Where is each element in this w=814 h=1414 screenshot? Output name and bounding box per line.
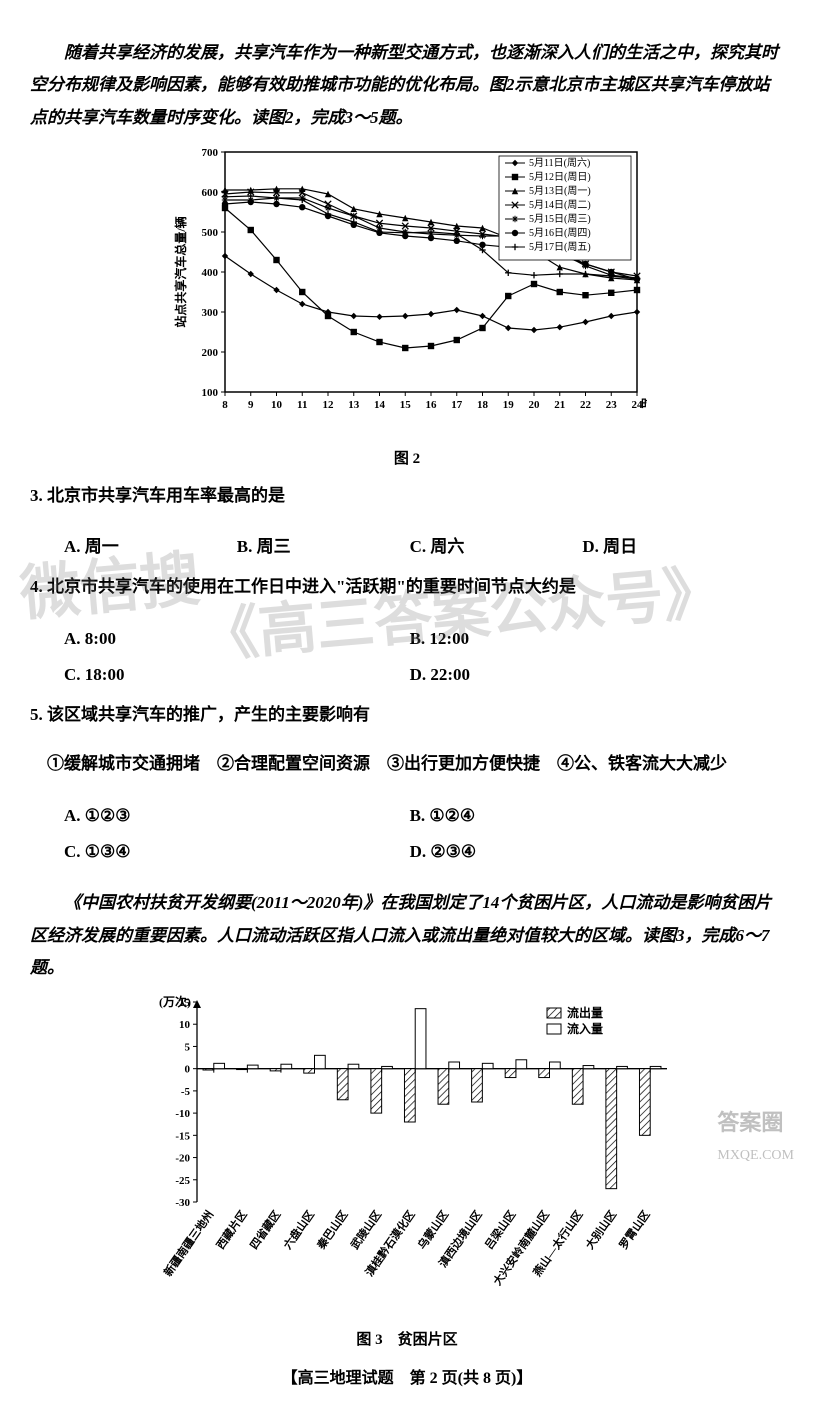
svg-text:0: 0 [185,1064,191,1076]
option-5C[interactable]: C. ①③④ [64,834,410,870]
question-5-items: ①缓解城市交通拥堵 ②合理配置空间资源 ③出行更加方便快捷 ④公、铁客流大大减少 [30,748,784,780]
svg-text:-20: -20 [175,1153,190,1165]
svg-text:秦巴山区: 秦巴山区 [313,1208,350,1253]
svg-text:-15: -15 [175,1131,190,1143]
svg-text:时间/时: 时间/时 [641,396,647,411]
svg-text:700: 700 [202,147,219,159]
svg-text:流入量: 流入量 [567,1021,603,1036]
option-5B[interactable]: B. ①②④ [410,798,756,834]
question-4-options: A. 8:00 B. 12:00 C. 18:00 D. 22:00 [30,621,784,694]
question-3-stem: 3. 北京市共享汽车用车率最高的是 [30,480,784,512]
svg-text:11: 11 [297,399,307,411]
option-4D[interactable]: D. 22:00 [410,657,756,693]
question-3-options: A. 周一 B. 周三 C. 周六 D. 周日 [30,529,784,565]
svg-text:5: 5 [185,1042,191,1054]
svg-text:14: 14 [374,399,386,411]
svg-text:9: 9 [248,399,254,411]
svg-text:吕梁山区: 吕梁山区 [482,1208,519,1252]
svg-text:5月13日(周一): 5月13日(周一) [529,185,591,197]
option-4A[interactable]: A. 8:00 [64,621,410,657]
svg-text:-10: -10 [175,1108,190,1120]
svg-text:5月17日(周五): 5月17日(周五) [529,241,591,253]
figure-3-chart: 151050-5-10-15-20-25-30(万次)新疆南疆三地州西藏片区四省… [127,992,687,1312]
svg-text:10: 10 [271,399,283,411]
option-4C[interactable]: C. 18:00 [64,657,410,693]
svg-text:300: 300 [202,307,219,319]
svg-text:16: 16 [426,399,438,411]
page-footer: 【高三地理试题 第 2 页(共 8 页)】 [30,1364,784,1394]
svg-text:新疆南疆三地州: 新疆南疆三地州 [161,1208,217,1279]
svg-text:500: 500 [202,227,219,239]
svg-text:-5: -5 [181,1086,191,1098]
svg-text:武陵山区: 武陵山区 [347,1208,384,1252]
svg-text:600: 600 [202,187,219,199]
svg-text:100: 100 [202,387,219,399]
passage-intro-1: 随着共享经济的发展，共享汽车作为一种新型交通方式，也逐渐深入人们的生活之中，探究… [30,37,784,134]
figure-2-container: 100 200 300 400 500 600 700 8 9 10 11 12 13 14 15 16 17 1… [30,142,784,474]
svg-text:(万次): (万次) [159,994,191,1009]
svg-text:19: 19 [503,399,515,411]
svg-text:17: 17 [451,399,463,411]
svg-text:15: 15 [400,399,412,411]
svg-text:5月16日(周四): 5月16日(周四) [529,227,591,239]
figure-3-container: 151050-5-10-15-20-25-30(万次)新疆南疆三地州西藏片区四省… [30,992,784,1354]
svg-text:23: 23 [606,399,618,411]
svg-text:-30: -30 [175,1197,190,1209]
figure-2-chart: 100 200 300 400 500 600 700 8 9 10 11 12 13 14 15 16 17 1… [167,142,647,432]
svg-text:站点共享汽车总量/辆: 站点共享汽车总量/辆 [173,216,188,327]
svg-text:200: 200 [202,347,219,359]
svg-text:5月12日(周日): 5月12日(周日) [529,171,591,183]
svg-text:流出量: 流出量 [567,1005,603,1020]
svg-text:8: 8 [222,399,228,411]
svg-text:罗霄山区: 罗霄山区 [616,1208,653,1252]
svg-text:四省藏区: 四省藏区 [247,1208,284,1252]
option-3C[interactable]: C. 周六 [410,529,583,565]
svg-text:六盘山区: 六盘山区 [280,1208,317,1252]
question-4-stem: 4. 北京市共享汽车的使用在工作日中进入"活跃期"的重要时间节点大约是 [30,571,784,603]
svg-text:22: 22 [580,399,592,411]
svg-text:大别山区: 大别山区 [582,1208,619,1252]
figure-2-caption: 图 2 [30,445,784,474]
svg-text:10: 10 [179,1019,191,1031]
svg-text:-25: -25 [175,1175,190,1187]
passage-intro-2: 《中国农村扶贫开发纲要(2011～2020年)》在我国划定了14个贫困片区，人口… [30,887,784,984]
svg-text:12: 12 [323,399,335,411]
svg-text:20: 20 [529,399,541,411]
option-5D[interactable]: D. ②③④ [410,834,756,870]
svg-text:13: 13 [348,399,360,411]
svg-text:5月14日(周二): 5月14日(周二) [529,199,591,211]
svg-text:400: 400 [202,267,219,279]
question-5-stem: 5. 该区域共享汽车的推广，产生的主要影响有 [30,699,784,731]
option-4B[interactable]: B. 12:00 [410,621,756,657]
question-5-options: A. ①②③ B. ①②④ C. ①③④ D. ②③④ [30,798,784,871]
svg-text:5月11日(周六): 5月11日(周六) [529,157,590,169]
svg-text:21: 21 [554,399,565,411]
option-5A[interactable]: A. ①②③ [64,798,410,834]
figure-3-caption: 图 3 贫困片区 [30,1326,784,1355]
svg-text:18: 18 [477,399,489,411]
svg-text:西藏片区: 西藏片区 [213,1208,250,1252]
svg-text:乌蒙山区: 乌蒙山区 [415,1208,452,1252]
svg-text:5月15日(周三): 5月15日(周三) [529,213,591,225]
option-3B[interactable]: B. 周三 [237,529,410,565]
option-3D[interactable]: D. 周日 [582,529,755,565]
option-3A[interactable]: A. 周一 [64,529,237,565]
